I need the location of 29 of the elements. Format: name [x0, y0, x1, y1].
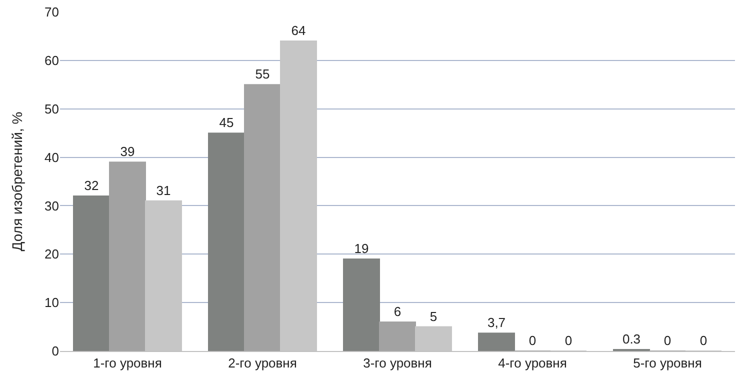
- data-label: 0: [700, 333, 708, 348]
- data-label: 19: [354, 240, 369, 256]
- x-tick-label: 5-го уровня: [633, 356, 702, 371]
- y-tick-label: 70: [44, 4, 59, 20]
- data-label: 45: [219, 115, 234, 130]
- data-label: 0.3: [622, 332, 641, 347]
- data-label: 5: [430, 308, 438, 324]
- data-label: 0: [528, 333, 536, 348]
- y-tick-label: 30: [44, 198, 59, 214]
- y-tick-label: 0: [52, 344, 59, 359]
- x-tick-label: 1-го уровня: [93, 356, 162, 371]
- x-tick-label: 4-го уровня: [498, 356, 567, 371]
- x-tick-label: 3-го уровня: [363, 356, 432, 371]
- y-tick-label: 60: [44, 52, 59, 68]
- data-label: 39: [120, 144, 135, 160]
- data-label: 0: [664, 333, 672, 348]
- x-tick-label: 2-го уровня: [228, 356, 297, 371]
- data-label: 3,7: [487, 315, 506, 330]
- y-tick-label: 10: [44, 295, 59, 310]
- data-label: 0: [564, 333, 572, 348]
- data-label: 6: [394, 304, 402, 319]
- y-axis-title: Доля изобретений, %: [9, 112, 25, 252]
- data-label: 55: [255, 66, 270, 82]
- data-label: 32: [84, 178, 99, 194]
- data-label: 31: [156, 182, 171, 198]
- y-tick-label: 20: [44, 246, 59, 262]
- y-tick-label: 50: [44, 101, 59, 116]
- y-tick-label: 40: [44, 150, 59, 165]
- data-label: 64: [291, 23, 306, 38]
